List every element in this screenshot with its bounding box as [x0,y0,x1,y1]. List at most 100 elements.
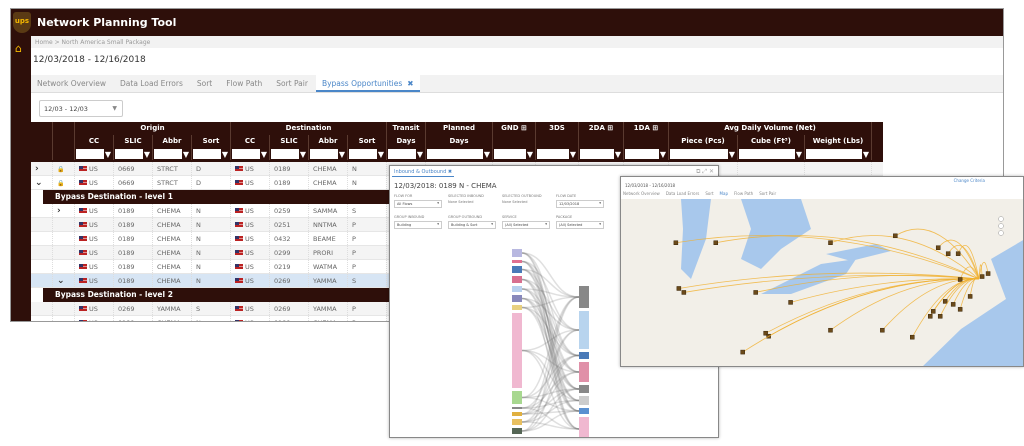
filter-icon[interactable]: ▼ [483,149,491,159]
filter-input[interactable] [580,149,614,159]
map-view[interactable] [621,199,1024,367]
filter-icon[interactable]: ▼ [659,149,667,159]
filter-input[interactable] [115,149,143,159]
column-group-header[interactable]: Destination [231,122,387,135]
filter-icon[interactable]: ▼ [104,149,112,159]
column-header[interactable] [31,135,53,148]
change-criteria-link[interactable]: Change Criteria [953,178,985,183]
close-icon[interactable]: ✖ [407,79,414,88]
filter-input[interactable] [806,149,862,159]
expand-cell[interactable] [31,232,53,245]
tab-sort-pair[interactable]: Sort Pair [270,75,314,92]
column-header[interactable]: Cube (Ft³) [738,135,805,148]
column-header[interactable] [53,135,75,148]
map-tab[interactable]: Map [719,191,728,196]
filter-input[interactable] [670,149,728,159]
filter-icon[interactable]: ▼ [526,149,534,159]
close-icon[interactable]: ✖ [447,169,453,175]
column-group-header[interactable]: GND ⊞ [493,122,536,135]
map-tab[interactable]: Flow Path [734,191,754,196]
lock-icon[interactable]: 🔒 [57,180,65,187]
map-tab[interactable]: Sort [705,191,714,196]
filter-icon[interactable]: ▼ [377,149,385,159]
column-group-header[interactable]: Transit [387,122,426,135]
column-group-header[interactable]: 1DA ⊞ [624,122,669,135]
expand-cell[interactable] [31,260,53,273]
filter-input[interactable] [739,149,795,159]
expand-cell[interactable] [31,316,53,321]
column-header[interactable]: Days [426,135,493,148]
filter-icon[interactable]: ▼ [338,149,346,159]
column-header[interactable]: SLIC [270,135,309,148]
column-header[interactable]: Weight (Lbs) [805,135,872,148]
column-group-header[interactable]: 3DS [536,122,579,135]
column-header[interactable] [579,135,624,148]
filter-input[interactable] [310,149,338,159]
filter-input[interactable] [232,149,260,159]
filter-input[interactable] [271,149,299,159]
chevron-right-icon[interactable]: › [57,206,61,216]
filter-input[interactable] [494,149,526,159]
filter-input[interactable] [388,149,416,159]
column-group-header[interactable]: Origin [75,122,231,135]
tab-flow-path[interactable]: Flow Path [220,75,268,92]
filter-icon[interactable]: ▼ [143,149,151,159]
column-header[interactable]: Abbr [309,135,348,148]
window-controls[interactable]: ⧉ ⤢ ✕ [696,168,714,175]
home-icon[interactable]: ⌂ [15,42,22,55]
tab-bypass-opportunities[interactable]: Bypass Opportunities ✖ [315,75,420,92]
filter-input[interactable] [76,149,104,159]
filter-input[interactable] [349,149,377,159]
map-tab[interactable]: Network Overview [623,191,660,196]
filter-input[interactable] [193,149,221,159]
filter-input[interactable] [427,149,483,159]
column-header[interactable]: CC [75,135,114,148]
column-group-header[interactable]: Planned [426,122,493,135]
expand-cell[interactable]: ⌄ [31,176,53,189]
filter-input[interactable] [537,149,569,159]
filter-input[interactable] [625,149,659,159]
column-group-header[interactable]: 2DA ⊞ [579,122,624,135]
filter-icon[interactable]: ▼ [260,149,268,159]
column-group-header[interactable]: Avg Daily Volume (Net) [669,122,872,135]
filter-select[interactable]: Building ▾ [394,221,442,229]
expand-cell[interactable] [31,218,53,231]
period-select[interactable]: 12/03 - 12/03 ▼ [39,100,123,117]
map-tab[interactable]: Data Load Errors [665,191,700,196]
filter-icon[interactable]: ▼ [569,149,577,159]
expand-cell[interactable] [31,274,53,287]
column-header[interactable]: Abbr [153,135,192,148]
filter-input[interactable] [154,149,182,159]
tab-sort[interactable]: Sort [191,75,218,92]
column-header[interactable]: Piece (Pcs) [669,135,738,148]
chevron-down-icon[interactable]: ⌄ [57,276,65,286]
filter-icon[interactable]: ▼ [221,149,229,159]
ups-logo[interactable]: ups [13,12,31,33]
filter-icon[interactable]: ▼ [614,149,622,159]
tab-network-overview[interactable]: Network Overview [31,75,112,92]
column-header[interactable]: Sort [192,135,231,148]
chevron-down-icon[interactable]: ⌄ [35,178,43,188]
breadcrumb[interactable]: Home > North America Small Package [31,36,1003,48]
column-header[interactable] [493,135,536,148]
expand-cell[interactable] [31,302,53,315]
filter-select[interactable]: 12/03/2018 ▾ [556,200,604,208]
column-header[interactable]: Days [387,135,426,148]
filter-select[interactable]: Building & Sort ▾ [448,221,496,229]
map-tab[interactable]: Sort Pair [759,191,777,196]
filter-icon[interactable]: ▼ [795,149,803,159]
filter-icon[interactable]: ▼ [182,149,190,159]
column-header[interactable] [624,135,669,148]
filter-icon[interactable]: ▼ [862,149,870,159]
tab-inbound-outbound[interactable]: Inbound & Outbound ✖ [392,168,455,177]
chevron-right-icon[interactable]: › [35,164,39,174]
filter-select[interactable]: All Flows ▾ [394,200,442,208]
lock-icon[interactable]: 🔒 [57,166,65,173]
column-header[interactable]: Sort [348,135,387,148]
expand-cell[interactable] [31,204,53,217]
column-header[interactable] [536,135,579,148]
expand-cell[interactable]: › [31,162,53,175]
column-header[interactable]: SLIC [114,135,153,148]
tab-data-load-errors[interactable]: Data Load Errors [114,75,189,92]
filter-select[interactable]: (All) Selected ▾ [502,221,550,229]
